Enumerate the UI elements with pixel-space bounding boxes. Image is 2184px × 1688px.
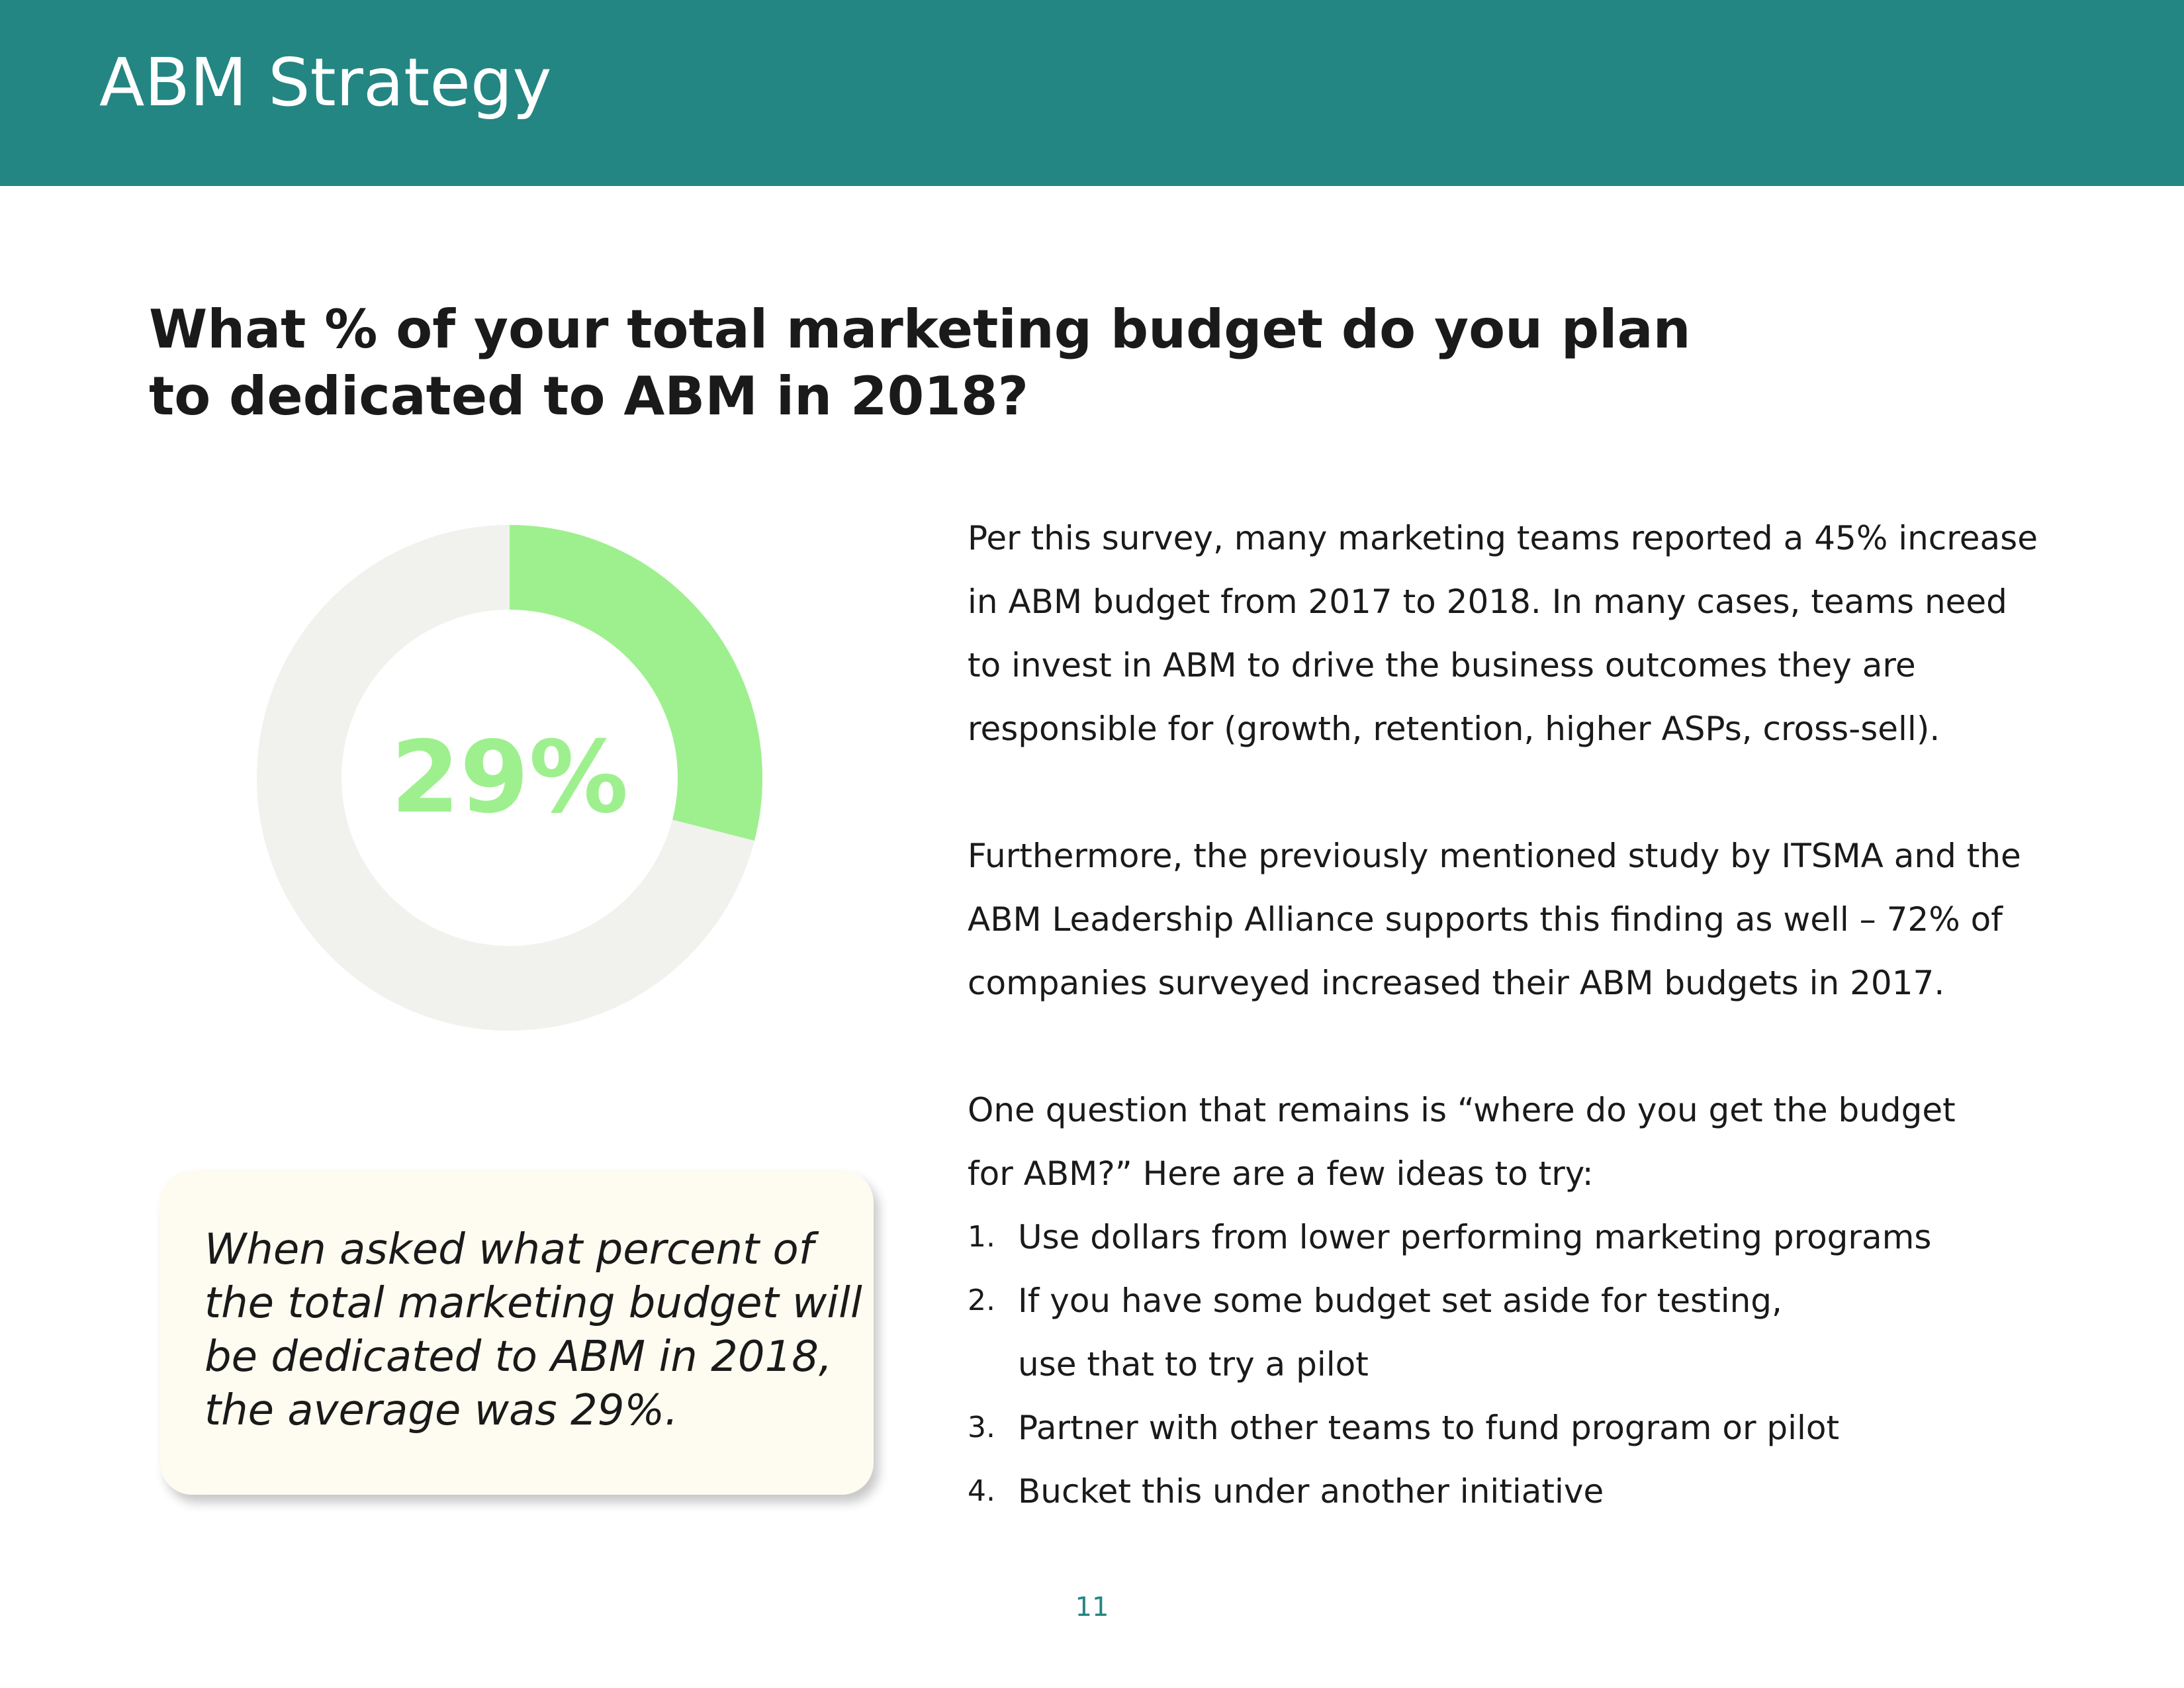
callout-text: When asked what percent of the total mar… [205, 1223, 862, 1438]
body-text: Per this survey, many marketing teams re… [968, 506, 2093, 1523]
list-number: 2. [968, 1284, 995, 1317]
question-line-2: to dedicated to ABM in 2018? [149, 365, 1028, 427]
paragraph-gap [968, 761, 2093, 824]
callout-box: When asked what percent of the total mar… [160, 1170, 874, 1495]
list-item: 2. If you have some budget set aside for… [968, 1269, 2093, 1333]
list-number: 4. [968, 1474, 995, 1508]
list-text: Partner with other teams to fund program… [1018, 1409, 1840, 1447]
list-item: 4. Bucket this under another initiative [968, 1460, 2093, 1523]
para2-line: ABM Leadership Alliance supports this fi… [968, 900, 2003, 939]
donut-fill-segment [257, 525, 762, 1031]
list-text: Bucket this under another initiative [1018, 1472, 1604, 1511]
callout-line-3: be dedicated to ABM in 2018, [205, 1333, 833, 1382]
para1-line: to invest in ABM to drive the business o… [968, 646, 1916, 684]
list-number: 1. [968, 1220, 995, 1254]
callout-line-2: the total marketing budget will [205, 1279, 862, 1328]
list-item: 1. Use dollars from lower performing mar… [968, 1205, 2093, 1269]
donut-chart: 29% [251, 520, 768, 1036]
list-text: Use dollars from lower performing market… [1018, 1218, 1932, 1256]
para1-line: in ABM budget from 2017 to 2018. In many… [968, 583, 2007, 621]
list-number: 3. [968, 1411, 995, 1444]
list-text: If you have some budget set aside for te… [1018, 1282, 1782, 1320]
callout-line-4: the average was 29%. [205, 1386, 678, 1435]
para3-line: for ABM?” Here are a few ideas to try: [968, 1154, 1594, 1193]
page-number: 11 [1075, 1592, 1109, 1622]
donut-value-label: 29% [390, 720, 629, 835]
question-line-1: What % of your total marketing budget do… [149, 299, 1691, 360]
para2-line: Furthermore, the previously mentioned st… [968, 837, 2021, 875]
list-text-continuation: use that to try a pilot [1018, 1345, 1369, 1383]
question-heading: What % of your total marketing budget do… [149, 296, 1691, 430]
header-bar: ABM Strategy [0, 0, 2184, 186]
callout-line-1: When asked what percent of [205, 1225, 814, 1274]
list-item: 3. Partner with other teams to fund prog… [968, 1396, 2093, 1460]
para3-line: One question that remains is “where do y… [968, 1091, 1956, 1129]
page-title: ABM Strategy [99, 44, 552, 121]
para2-line: companies surveyed increased their ABM b… [968, 964, 1945, 1002]
donut-svg [257, 525, 762, 1031]
para1-line: Per this survey, many marketing teams re… [968, 519, 2038, 557]
para1-line: responsible for (growth, retention, high… [968, 710, 1940, 748]
paragraph-gap [968, 1015, 2093, 1078]
